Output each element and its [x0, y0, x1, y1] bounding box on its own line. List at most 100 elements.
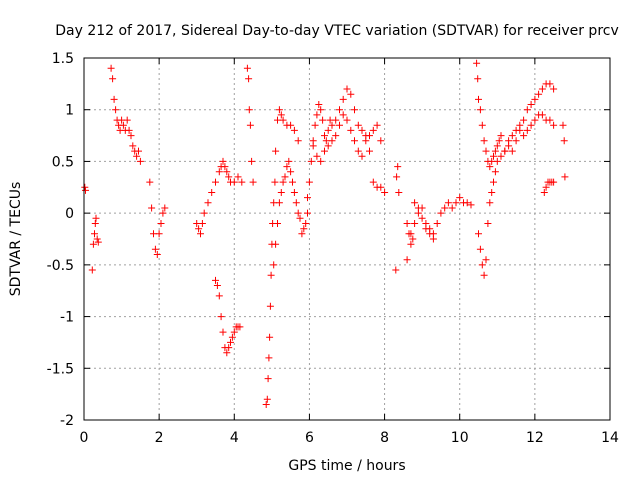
data-point	[559, 121, 567, 129]
data-point	[491, 168, 499, 176]
data-point	[266, 302, 274, 310]
data-point	[480, 271, 488, 279]
data-point	[298, 230, 306, 238]
data-point	[561, 173, 569, 181]
data-point	[272, 147, 280, 155]
data-point	[290, 126, 298, 134]
data-point	[369, 178, 377, 186]
data-point	[319, 116, 327, 124]
y-tick-label: 1	[65, 103, 74, 119]
data-point	[403, 256, 411, 264]
data-point	[264, 375, 272, 383]
data-point	[512, 137, 520, 145]
x-tick-label: 8	[380, 430, 389, 446]
data-point	[292, 199, 300, 207]
data-point	[287, 168, 295, 176]
data-point	[429, 235, 437, 243]
x-tick-label: 14	[601, 430, 619, 446]
data-point	[133, 152, 141, 160]
data-point	[93, 235, 101, 243]
data-point	[358, 126, 366, 134]
y-axis-title: SDTVAR / TECUs	[8, 182, 24, 297]
data-point	[208, 189, 216, 196]
data-point	[362, 137, 370, 145]
data-point	[426, 230, 434, 238]
data-point	[159, 209, 167, 217]
data-point	[82, 186, 89, 194]
data-point	[508, 147, 516, 155]
data-point	[246, 121, 254, 129]
x-axis-title: GPS time / hours	[288, 458, 405, 474]
data-point	[266, 333, 274, 341]
data-point	[313, 111, 321, 119]
data-point	[369, 126, 377, 134]
data-point	[407, 240, 415, 248]
data-point	[381, 189, 389, 196]
data-point	[456, 194, 464, 202]
data-point	[324, 126, 332, 134]
data-point	[204, 199, 212, 207]
data-point	[153, 251, 161, 258]
data-point	[277, 189, 285, 196]
data-point	[81, 183, 89, 191]
data-point	[332, 116, 340, 124]
data-point	[275, 199, 283, 207]
data-point	[467, 201, 475, 209]
data-point	[212, 178, 219, 186]
data-point	[395, 189, 403, 196]
data-point	[486, 163, 494, 171]
data-point	[123, 116, 131, 124]
y-tick-label: 0.5	[52, 154, 74, 170]
data-point	[236, 323, 244, 331]
data-point	[392, 266, 400, 274]
data-point	[198, 220, 206, 227]
data-point	[129, 142, 137, 150]
data-point	[317, 157, 325, 165]
data-point	[414, 204, 422, 212]
x-tick-label: 0	[80, 430, 89, 446]
data-point	[482, 256, 490, 264]
data-point	[484, 220, 492, 227]
data-point	[373, 121, 381, 129]
data-point	[535, 90, 543, 98]
x-tick-labels: 0 2 4 6 8 10 12 14	[80, 430, 619, 446]
data-point	[289, 178, 296, 186]
data-point	[281, 173, 289, 181]
data-point	[490, 152, 497, 160]
y-tick-label: -1.5	[47, 361, 74, 377]
data-point	[542, 183, 550, 191]
data-point	[271, 178, 279, 186]
data-point	[476, 245, 484, 253]
data-point	[546, 80, 554, 88]
data-point	[219, 157, 227, 165]
data-point	[127, 132, 135, 140]
data-point	[155, 230, 163, 238]
data-point	[486, 199, 494, 207]
data-point	[307, 157, 315, 165]
data-point	[493, 157, 501, 165]
data-point	[351, 137, 358, 145]
data-point	[309, 142, 317, 150]
data-point	[550, 85, 558, 93]
data-point	[407, 230, 415, 238]
data-point	[482, 147, 490, 155]
y-tick-label: -0.5	[47, 258, 74, 274]
data-point	[516, 126, 524, 134]
data-point	[523, 106, 531, 114]
data-point	[520, 132, 528, 140]
data-point	[215, 292, 223, 300]
data-point	[520, 116, 528, 124]
data-point	[270, 261, 278, 269]
data-point	[302, 220, 310, 227]
data-point	[411, 220, 419, 227]
data-point	[409, 235, 417, 243]
data-point	[267, 271, 275, 279]
data-point	[197, 230, 204, 238]
data-point	[321, 147, 328, 155]
data-point	[531, 116, 539, 124]
plot-frame	[83, 57, 611, 421]
data-point	[550, 178, 558, 186]
data-point	[146, 178, 154, 186]
data-point	[336, 121, 343, 129]
